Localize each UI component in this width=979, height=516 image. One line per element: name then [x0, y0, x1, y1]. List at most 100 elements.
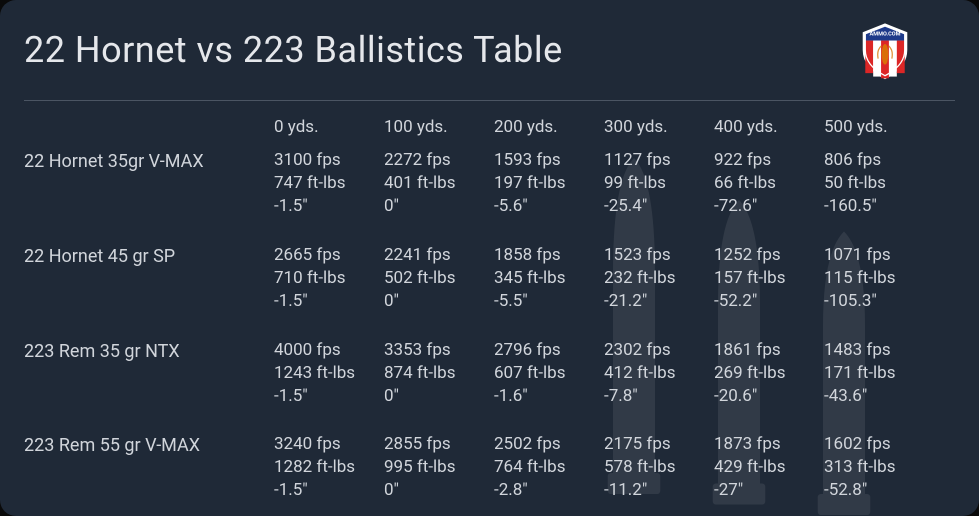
table-cell: 1858 fps345 ft-lbs-5.5" — [494, 244, 604, 313]
table-row: 223 Rem 55 gr V-MAX3240 fps1282 ft-lbs-1… — [24, 433, 955, 502]
energy-value: 874 ft-lbs — [384, 362, 494, 385]
drop-value: -5.6" — [494, 195, 604, 218]
energy-value: 502 ft-lbs — [384, 267, 494, 290]
velocity-value: 2241 fps — [384, 244, 494, 267]
column-header: 400 yds. — [714, 117, 824, 137]
drop-value: 0" — [384, 479, 494, 502]
table-cell: 1071 fps115 ft-lbs-105.3" — [824, 244, 934, 313]
table-cell: 2272 fps401 ft-lbs0" — [384, 149, 494, 218]
row-label: 22 Hornet 35gr V-MAX — [24, 149, 274, 218]
table-row: 22 Hornet 35gr V-MAX3100 fps747 ft-lbs-1… — [24, 149, 955, 218]
drop-value: -20.6" — [714, 385, 824, 408]
energy-value: 197 ft-lbs — [494, 172, 604, 195]
drop-value: 0" — [384, 385, 494, 408]
table-cell: 806 fps50 ft-lbs-160.5" — [824, 149, 934, 218]
table-cell: 1602 fps313 ft-lbs-52.8" — [824, 433, 934, 502]
velocity-value: 1252 fps — [714, 244, 824, 267]
drop-value: -52.8" — [824, 479, 934, 502]
energy-value: 1282 ft-lbs — [274, 456, 384, 479]
velocity-value: 2855 fps — [384, 433, 494, 456]
velocity-value: 2796 fps — [494, 339, 604, 362]
table-cell: 1523 fps232 ft-lbs-21.2" — [604, 244, 714, 313]
velocity-value: 1858 fps — [494, 244, 604, 267]
column-header: 300 yds. — [604, 117, 714, 137]
drop-value: -52.2" — [714, 290, 824, 313]
drop-value: -11.2" — [604, 479, 714, 502]
velocity-value: 2502 fps — [494, 433, 604, 456]
table-cell: 3353 fps874 ft-lbs0" — [384, 339, 494, 408]
ballistics-table: 0 yds. 100 yds. 200 yds. 300 yds. 400 yd… — [24, 117, 955, 502]
velocity-value: 4000 fps — [274, 339, 384, 362]
table-cell: 1483 fps171 ft-lbs-43.6" — [824, 339, 934, 408]
drop-value: -105.3" — [824, 290, 934, 313]
velocity-value: 1861 fps — [714, 339, 824, 362]
velocity-value: 2272 fps — [384, 149, 494, 172]
velocity-value: 2302 fps — [604, 339, 714, 362]
velocity-value: 1523 fps — [604, 244, 714, 267]
table-cell: 3100 fps747 ft-lbs-1.5" — [274, 149, 384, 218]
table-cell: 1861 fps269 ft-lbs-20.6" — [714, 339, 824, 408]
velocity-value: 922 fps — [714, 149, 824, 172]
energy-value: 269 ft-lbs — [714, 362, 824, 385]
table-cell: 1252 fps157 ft-lbs-52.2" — [714, 244, 824, 313]
column-header: 200 yds. — [494, 117, 604, 137]
drop-value: -1.5" — [274, 290, 384, 313]
svg-text:AMMO.COM: AMMO.COM — [870, 31, 901, 37]
energy-value: 171 ft-lbs — [824, 362, 934, 385]
energy-value: 66 ft-lbs — [714, 172, 824, 195]
energy-value: 412 ft-lbs — [604, 362, 714, 385]
table-cell: 2665 fps710 ft-lbs-1.5" — [274, 244, 384, 313]
row-label: 22 Hornet 45 gr SP — [24, 244, 274, 313]
drop-value: -1.6" — [494, 385, 604, 408]
page-title: 22 Hornet vs 223 Ballistics Table — [24, 29, 563, 71]
velocity-value: 1873 fps — [714, 433, 824, 456]
table-cell: 2796 fps607 ft-lbs-1.6" — [494, 339, 604, 408]
row-label: 223 Rem 35 gr NTX — [24, 339, 274, 408]
table-row: 223 Rem 35 gr NTX4000 fps1243 ft-lbs-1.5… — [24, 339, 955, 408]
energy-value: 995 ft-lbs — [384, 456, 494, 479]
table-row: 22 Hornet 45 gr SP2665 fps710 ft-lbs-1.5… — [24, 244, 955, 313]
energy-value: 157 ft-lbs — [714, 267, 824, 290]
energy-value: 115 ft-lbs — [824, 267, 934, 290]
energy-value: 50 ft-lbs — [824, 172, 934, 195]
table-cell: 2855 fps995 ft-lbs0" — [384, 433, 494, 502]
velocity-value: 3100 fps — [274, 149, 384, 172]
table-cell: 2175 fps578 ft-lbs-11.2" — [604, 433, 714, 502]
velocity-value: 1071 fps — [824, 244, 934, 267]
header-divider — [24, 100, 955, 101]
velocity-value: 1602 fps — [824, 433, 934, 456]
drop-value: -1.5" — [274, 479, 384, 502]
velocity-value: 3353 fps — [384, 339, 494, 362]
energy-value: 607 ft-lbs — [494, 362, 604, 385]
table-cell: 3240 fps1282 ft-lbs-1.5" — [274, 433, 384, 502]
energy-value: 710 ft-lbs — [274, 267, 384, 290]
drop-value: -1.5" — [274, 385, 384, 408]
drop-value: 0" — [384, 290, 494, 313]
energy-value: 747 ft-lbs — [274, 172, 384, 195]
table-cell: 1873 fps429 ft-lbs-27" — [714, 433, 824, 502]
energy-value: 1243 ft-lbs — [274, 362, 384, 385]
energy-value: 764 ft-lbs — [494, 456, 604, 479]
ammo-logo-icon: AMMO.COM — [855, 20, 915, 80]
column-header: 100 yds. — [384, 117, 494, 137]
energy-value: 345 ft-lbs — [494, 267, 604, 290]
energy-value: 578 ft-lbs — [604, 456, 714, 479]
drop-value: -21.2" — [604, 290, 714, 313]
drop-value: -160.5" — [824, 195, 934, 218]
drop-value: -27" — [714, 479, 824, 502]
velocity-value: 806 fps — [824, 149, 934, 172]
drop-value: -1.5" — [274, 195, 384, 218]
velocity-value: 2175 fps — [604, 433, 714, 456]
drop-value: -72.6" — [714, 195, 824, 218]
energy-value: 99 ft-lbs — [604, 172, 714, 195]
velocity-value: 3240 fps — [274, 433, 384, 456]
velocity-value: 1483 fps — [824, 339, 934, 362]
drop-value: -2.8" — [494, 479, 604, 502]
drop-value: -43.6" — [824, 385, 934, 408]
velocity-value: 1593 fps — [494, 149, 604, 172]
table-cell: 922 fps66 ft-lbs-72.6" — [714, 149, 824, 218]
table-cell: 2241 fps502 ft-lbs0" — [384, 244, 494, 313]
energy-value: 232 ft-lbs — [604, 267, 714, 290]
row-label: 223 Rem 55 gr V-MAX — [24, 433, 274, 502]
table-cell: 4000 fps1243 ft-lbs-1.5" — [274, 339, 384, 408]
